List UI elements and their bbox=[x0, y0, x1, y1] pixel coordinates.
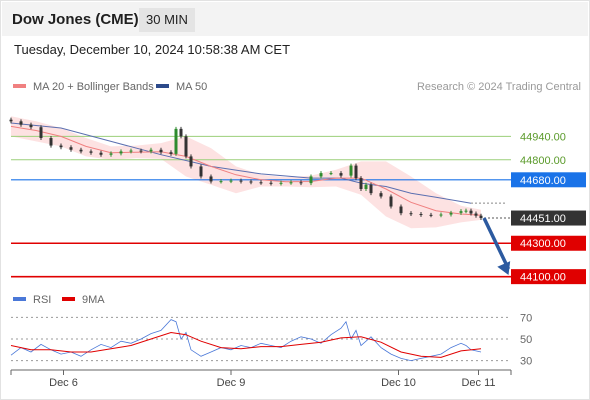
candle-body bbox=[174, 128, 178, 154]
legend-swatch-1 bbox=[156, 84, 169, 88]
candle-body bbox=[159, 149, 163, 153]
candle-body bbox=[184, 136, 188, 157]
candle-body bbox=[379, 193, 383, 197]
x-tick-label: Dec 9 bbox=[217, 377, 246, 389]
candle-body bbox=[249, 181, 253, 183]
legend-label-0: MA 20 + Bollinger Bands bbox=[33, 81, 154, 93]
instrument-title: Dow Jones (CME) bbox=[12, 11, 139, 28]
legend-label-1: MA 50 bbox=[176, 81, 207, 93]
candle-body bbox=[474, 213, 478, 216]
rsi-tick-label: 50 bbox=[520, 334, 532, 346]
x-tick-label: Dec 10 bbox=[381, 377, 416, 389]
candle-body bbox=[299, 182, 303, 184]
level-tag-5 bbox=[511, 269, 586, 285]
level-tag-3 bbox=[511, 210, 586, 226]
credit-text: Research © 2024 Trading Central bbox=[417, 81, 581, 93]
candle-body bbox=[129, 150, 133, 152]
candle-body bbox=[189, 156, 193, 167]
candle-body bbox=[389, 196, 393, 207]
candle-body bbox=[29, 124, 33, 128]
candle-body bbox=[179, 128, 183, 137]
candle-body bbox=[89, 151, 93, 153]
bollinger-band-area bbox=[11, 116, 481, 229]
candle-body bbox=[399, 206, 403, 214]
candle-body bbox=[119, 151, 123, 154]
candle-body bbox=[109, 153, 113, 155]
level-label-4: 44300.00 bbox=[520, 238, 566, 250]
rsi-ma9-line bbox=[10, 331, 482, 358]
rsi-tick-label: 70 bbox=[520, 312, 532, 324]
rsi-legend-label-0: RSI bbox=[33, 294, 51, 306]
rsi-tick-label: 30 bbox=[520, 356, 532, 368]
candle-body bbox=[229, 180, 233, 182]
candle-body bbox=[289, 182, 293, 184]
candle-body bbox=[309, 176, 313, 184]
level-label-5: 44100.00 bbox=[520, 272, 566, 284]
level-tag-4 bbox=[511, 235, 586, 251]
candle-body bbox=[479, 215, 483, 219]
x-tick-label: Dec 6 bbox=[49, 377, 78, 389]
candle-body bbox=[19, 121, 23, 125]
candle-body bbox=[49, 138, 53, 146]
candle-body bbox=[69, 147, 73, 150]
candle-body bbox=[239, 180, 243, 182]
rsi-legend-label-1: 9MA bbox=[82, 294, 105, 306]
candle-body bbox=[354, 165, 358, 179]
candle-body bbox=[419, 214, 423, 216]
candle-body bbox=[209, 176, 213, 182]
level-label-2: 44680.00 bbox=[520, 175, 566, 187]
candle-body bbox=[349, 165, 353, 176]
candle-body bbox=[259, 182, 263, 184]
candle-body bbox=[139, 150, 143, 152]
ma50-line bbox=[10, 122, 472, 204]
candle-body bbox=[339, 173, 343, 176]
candle-body bbox=[79, 149, 83, 152]
candle-body bbox=[329, 173, 333, 175]
candle-body bbox=[369, 184, 373, 194]
candle-body bbox=[279, 182, 283, 184]
candle-body bbox=[39, 127, 43, 139]
level-label-1: 44800.00 bbox=[520, 155, 566, 167]
candle-body bbox=[439, 214, 443, 216]
candle-body bbox=[364, 184, 368, 189]
timestamp: Tuesday, December 10, 2024 10:58:38 AM C… bbox=[14, 42, 291, 57]
candle-body bbox=[319, 173, 323, 177]
rsi-legend-swatch-1 bbox=[62, 297, 75, 301]
level-label-3: 44451.00 bbox=[520, 213, 566, 225]
candle-body bbox=[449, 212, 453, 215]
candle-body bbox=[359, 178, 363, 189]
candle-body bbox=[464, 210, 468, 212]
rsi-legend-swatch-0 bbox=[13, 297, 26, 301]
forecast-arrow-head bbox=[497, 261, 511, 275]
candle-body bbox=[459, 211, 463, 213]
candle-body bbox=[269, 182, 273, 184]
header-bar: Dow Jones (CME) 30 MIN bbox=[2, 2, 588, 36]
level-label-0: 44940.00 bbox=[520, 131, 566, 143]
candle-body bbox=[469, 210, 473, 214]
candle-body bbox=[169, 152, 173, 154]
level-tag-2 bbox=[511, 172, 586, 188]
candle-body bbox=[59, 145, 63, 148]
ma20-line bbox=[10, 125, 482, 216]
legend-swatch-0 bbox=[13, 84, 26, 88]
candle-body bbox=[409, 213, 413, 215]
forecast-arrow-shaft bbox=[482, 217, 511, 270]
candle-body bbox=[429, 214, 433, 216]
candle-body bbox=[99, 152, 103, 155]
interval-badge[interactable]: 30 MIN bbox=[139, 8, 195, 32]
candle-body bbox=[149, 149, 153, 152]
candle-body bbox=[9, 119, 13, 122]
candle-body bbox=[219, 181, 223, 183]
x-tick-label: Dec 11 bbox=[461, 377, 495, 389]
candle-body bbox=[199, 166, 203, 177]
